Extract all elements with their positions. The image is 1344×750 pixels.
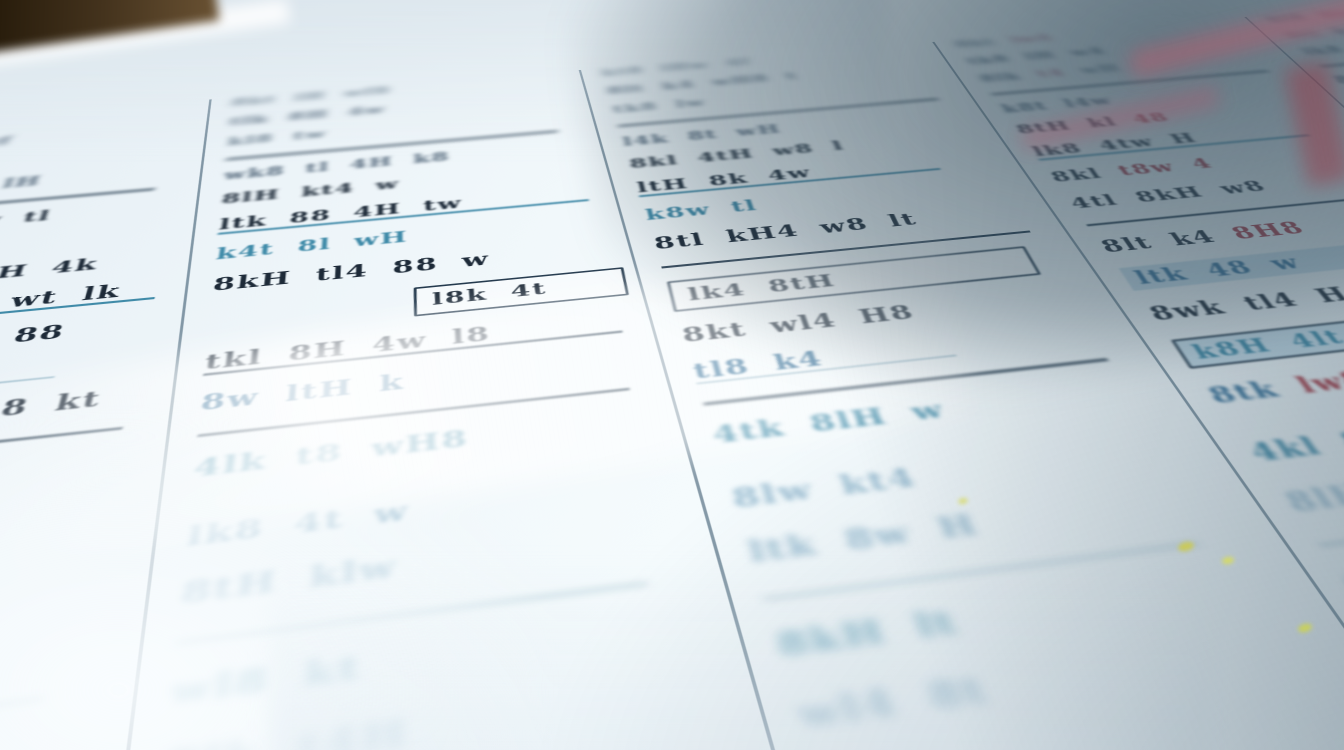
- pseudo-text-token: 8lk: [976, 70, 1025, 85]
- pseudo-text-row: wl8 kt: [168, 647, 363, 713]
- pseudo-text-row: ltk 8w H: [745, 508, 985, 570]
- pseudo-text-row: 8kH lt: [772, 602, 964, 665]
- pseudo-text-token: 8kt: [952, 36, 999, 50]
- pseudo-text-token: 8lt k4: [1096, 226, 1221, 257]
- pseudo-text-row: wl4 8t: [793, 667, 995, 738]
- pseudo-text-token: t4: [1033, 66, 1069, 80]
- pseudo-text-row: 8kHt4l: [1330, 52, 1344, 86]
- pseudo-text-row: tkl 8H 4w l8: [202, 310, 623, 376]
- pseudo-text-row: 8lH kt: [1278, 469, 1344, 519]
- pseudo-text-token: wH: [1076, 61, 1125, 77]
- pseudo-text-row: lk8 tw 4H: [0, 500, 37, 572]
- pseudo-text-row: 4lk t8 wH8: [191, 424, 470, 483]
- pseudo-text-token: 8kl: [1047, 165, 1106, 186]
- pseudo-text-token: t8w 4: [1114, 155, 1218, 179]
- pseudo-text-row: tlk 8w lH 48 kt: [0, 386, 104, 452]
- form-box: l8k 4t: [413, 267, 630, 317]
- pseudo-text-token: 8tk: [1202, 376, 1287, 410]
- pseudo-text-row: 8lw kt4: [729, 462, 922, 515]
- pseudo-text-row: 4kl 8tw: [1243, 420, 1344, 468]
- rule-line: [0, 697, 44, 750]
- pseudo-text-token: 8kH: [1329, 70, 1344, 87]
- pseudo-text-token: lw8: [1290, 366, 1344, 399]
- pseudo-text-token: lw4: [1007, 32, 1056, 46]
- rule-line: [0, 426, 124, 476]
- pseudo-text-token: tl8: [1338, 562, 1344, 607]
- pseudo-text-row: 8tH klw: [178, 550, 398, 612]
- pseudo-text-row: 4tk 8lH w: [709, 396, 950, 449]
- pseudo-text-row: tl84k: [1338, 517, 1344, 607]
- pseudo-text-token: 8H8: [1226, 217, 1311, 244]
